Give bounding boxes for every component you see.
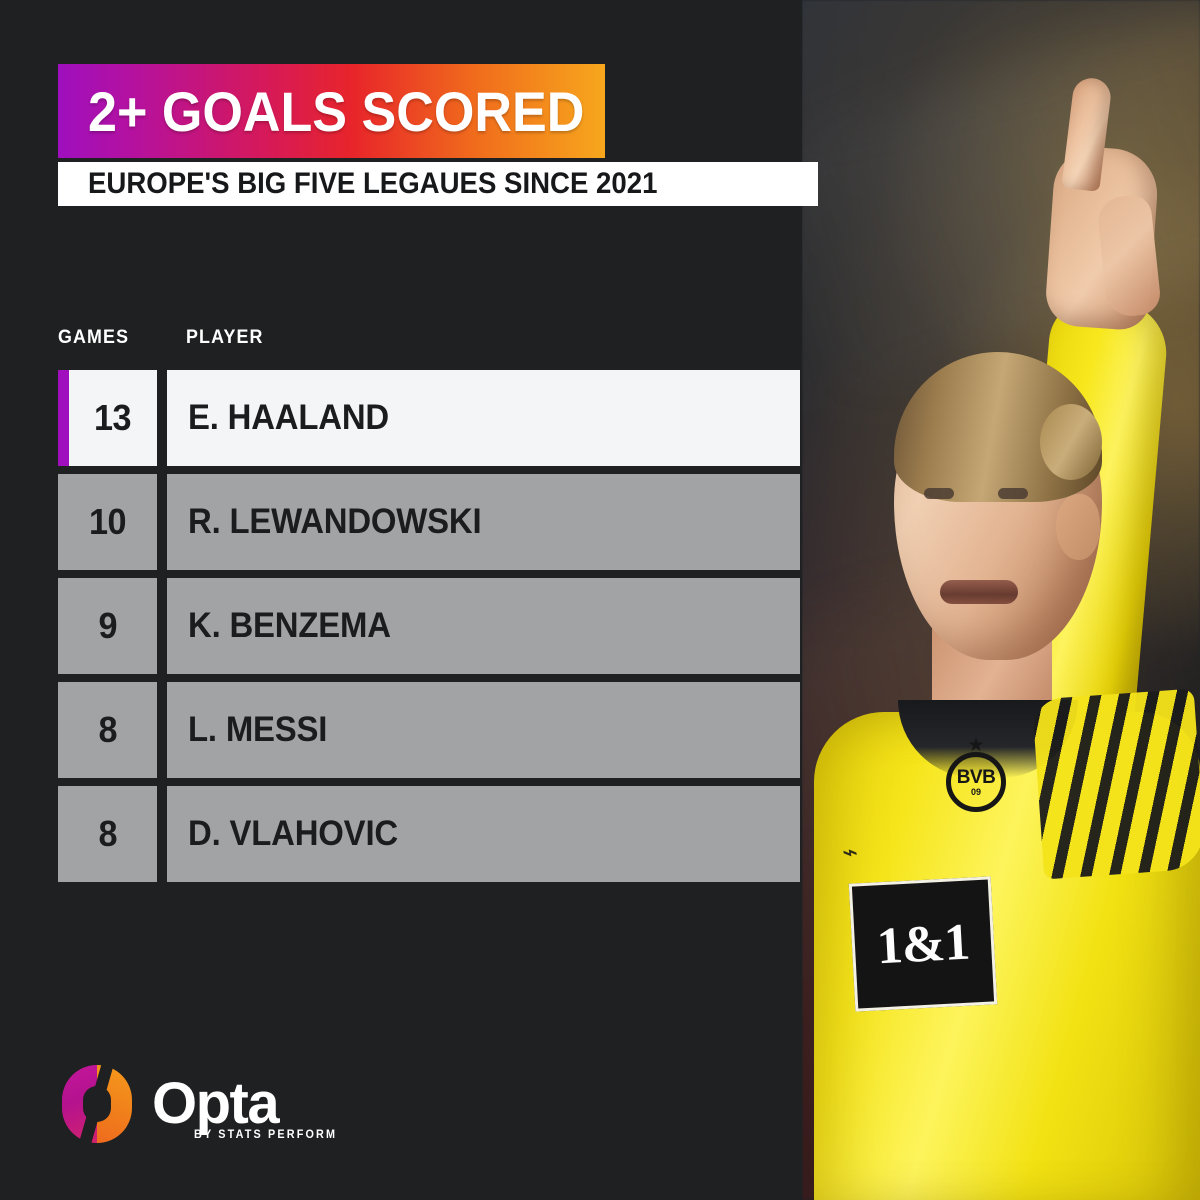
column-header-games: GAMES bbox=[58, 327, 130, 348]
games-cell: 8 bbox=[58, 786, 157, 882]
jersey-shoulder-stripes bbox=[1031, 688, 1200, 880]
player-cell: E. HAALAND bbox=[167, 370, 800, 466]
club-badge-year: 09 bbox=[970, 786, 981, 797]
page-subtitle: EUROPE'S BIG FIVE LEGAUES SINCE 2021 bbox=[88, 167, 658, 200]
player-photo: ★ BVB 09 ⌁ 1&1 bbox=[802, 0, 1200, 1200]
opta-logo: Opta BY STATS PERFORM bbox=[62, 1058, 335, 1151]
player-cell: L. MESSI bbox=[167, 682, 800, 778]
player-eye-left bbox=[924, 488, 954, 499]
player-cell: K. BENZEMA bbox=[167, 578, 800, 674]
jersey-sponsor-badge: 1&1 bbox=[848, 876, 998, 1012]
player-ear bbox=[1056, 494, 1100, 560]
opta-mark-icon bbox=[62, 1059, 132, 1151]
table-header: GAMES PLAYER bbox=[58, 327, 798, 353]
badge-star-icon: ★ bbox=[967, 735, 985, 756]
column-header-player: PLAYER bbox=[186, 327, 264, 348]
page-title: 2+ GOALS SCORED bbox=[88, 79, 585, 143]
player-name: R. LEWANDOWSKI bbox=[188, 502, 482, 541]
row-accent-bar bbox=[58, 370, 69, 466]
table-row: 13 E. HAALAND bbox=[58, 370, 800, 466]
player-mouth bbox=[940, 580, 1018, 604]
table-row: 10 R. LEWANDOWSKI bbox=[58, 474, 800, 570]
ranking-table: 13 E. HAALAND 10 R. LEWANDOWSKI 9 K. BENZEMA 8… bbox=[58, 370, 800, 890]
table-row: 8 D. VLAHOVIC bbox=[58, 786, 800, 882]
player-hair-bun bbox=[1040, 404, 1102, 480]
games-value: 8 bbox=[98, 813, 117, 854]
player-name: K. BENZEMA bbox=[188, 606, 391, 645]
opta-tagline: BY STATS PERFORM bbox=[194, 1127, 338, 1141]
subtitle-banner: EUROPE'S BIG FIVE LEGAUES SINCE 2021 bbox=[58, 162, 818, 206]
games-value: 9 bbox=[98, 605, 117, 646]
club-badge: BVB 09 bbox=[946, 752, 1006, 812]
player-figure: ★ BVB 09 ⌁ 1&1 bbox=[802, 0, 1200, 1200]
player-name: L. MESSI bbox=[188, 710, 328, 749]
player-name: D. VLAHOVIC bbox=[188, 814, 398, 853]
games-value: 8 bbox=[98, 709, 117, 750]
player-cell: R. LEWANDOWSKI bbox=[167, 474, 800, 570]
player-cell: D. VLAHOVIC bbox=[167, 786, 800, 882]
title-banner: 2+ GOALS SCORED bbox=[58, 64, 605, 158]
games-cell: 13 bbox=[69, 370, 157, 466]
player-name: E. HAALAND bbox=[188, 398, 389, 437]
table-row: 8 L. MESSI bbox=[58, 682, 800, 778]
opta-wordmark: Opta bbox=[152, 1071, 280, 1136]
opta-mark-hole bbox=[83, 1086, 111, 1122]
games-cell: 9 bbox=[58, 578, 157, 674]
club-badge-text: BVB bbox=[956, 766, 996, 788]
games-value: 13 bbox=[94, 397, 132, 438]
games-cell: 10 bbox=[58, 474, 157, 570]
table-row: 9 K. BENZEMA bbox=[58, 578, 800, 674]
jersey-sponsor-text: 1&1 bbox=[875, 913, 971, 975]
opta-wordmark-wrap: Opta BY STATS PERFORM bbox=[152, 1071, 335, 1142]
games-value: 10 bbox=[88, 501, 127, 542]
games-cell: 8 bbox=[58, 682, 157, 778]
player-eye-right bbox=[998, 488, 1028, 499]
